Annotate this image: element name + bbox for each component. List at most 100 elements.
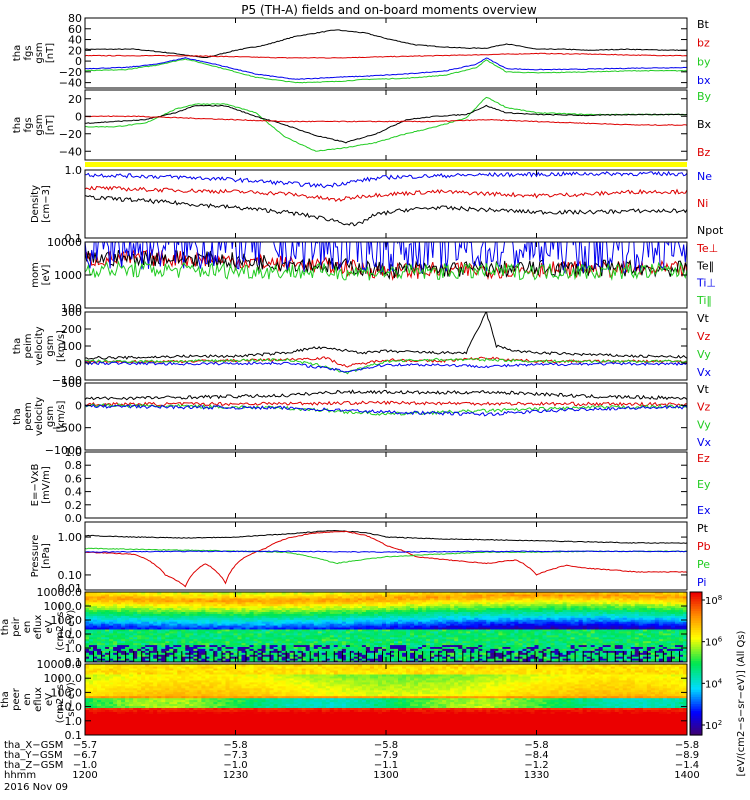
spectrogram-gap: [245, 651, 247, 662]
spectrogram-cell: [357, 640, 363, 644]
spectrogram-cell: [438, 621, 443, 624]
spectrogram-cell: [337, 595, 343, 599]
spectrogram-cell: [277, 611, 283, 614]
spectrogram-cell: [430, 605, 435, 609]
spectrogram-cell: [153, 636, 158, 640]
spectrogram-cell: [546, 652, 552, 655]
spectrogram-cell: [382, 621, 387, 624]
spectrogram-cell: [418, 636, 423, 640]
spectrogram-cell: [406, 597, 411, 601]
spectrogram-cell: [542, 652, 548, 655]
spectrogram-cell: [369, 636, 375, 640]
spectrogram-cell: [486, 623, 491, 626]
spectrogram-cell: [590, 603, 596, 607]
spectrogram-cell: [446, 615, 451, 618]
spectrogram-cell: [169, 650, 174, 653]
spectrogram-cell: [582, 630, 588, 634]
spectrogram-cell: [357, 615, 363, 618]
spectrogram-cell: [201, 627, 206, 630]
spectrogram-cell: [582, 609, 588, 612]
spectrogram-cell: [153, 628, 158, 632]
legend-label-Vx: Vx: [697, 366, 712, 379]
spectrogram-cell: [217, 605, 222, 609]
spectrogram-cell: [454, 611, 459, 614]
spectrogram-cell: [333, 621, 339, 624]
spectrogram-cell: [510, 609, 515, 612]
spectrogram-cell: [558, 634, 564, 638]
spectrogram-cell: [205, 619, 210, 622]
spectrogram-cell: [213, 623, 218, 626]
spectrogram-cell: [514, 605, 519, 609]
spectrogram-cell: [89, 625, 94, 628]
spectrogram-gap: [285, 651, 287, 662]
spectrogram-cell: [490, 627, 495, 630]
spectrogram-cell: [422, 636, 427, 640]
spectrogram-cell: [193, 603, 198, 607]
spectrogram-cell: [514, 611, 519, 614]
spectrogram-cell: [534, 632, 540, 636]
spectrogram-cell: [269, 652, 275, 655]
spectrogram-cell: [149, 623, 154, 626]
spectrogram-cell: [89, 611, 94, 614]
spectrogram-cell: [301, 652, 307, 655]
spectrogram-cell: [566, 630, 572, 634]
spectrogram-cell: [89, 658, 94, 661]
spectrogram-cell: [466, 592, 471, 595]
spectrogram-cell: [530, 656, 536, 659]
spectrogram-cell: [365, 630, 371, 634]
spectrogram-cell: [494, 599, 499, 603]
spectrogram-cell: [434, 615, 439, 618]
spectrogram-cell: [205, 640, 210, 644]
spectrogram-cell: [253, 603, 259, 607]
spectrogram-cell: [193, 611, 198, 614]
spectrogram-cell: [490, 625, 495, 628]
spectrogram-cell: [205, 656, 210, 659]
spectrogram-cell: [474, 658, 479, 661]
spectrogram-cell: [233, 607, 239, 611]
spectrogram-cell: [578, 648, 584, 651]
spectrogram-cell: [225, 650, 231, 653]
spectrogram-cell: [245, 654, 251, 657]
spectrogram-cell: [598, 658, 604, 661]
spectrogram-cell: [85, 617, 90, 620]
spectrogram-cell: [478, 648, 483, 651]
spectrogram-cell: [309, 603, 315, 607]
spectrogram-cell: [582, 627, 588, 630]
spectrogram-cell: [141, 627, 146, 630]
spectrogram-cell: [269, 611, 275, 614]
spectrogram-cell: [582, 619, 588, 622]
spectrogram-cell: [422, 627, 427, 630]
spectrogram-cell: [394, 644, 399, 647]
spectrogram-cell: [293, 650, 299, 653]
spectrogram-cell: [121, 634, 126, 638]
spectrogram-cell: [297, 623, 303, 626]
spectrogram-cell: [177, 599, 182, 603]
spectrogram-cell: [93, 605, 98, 609]
spectrogram-cell: [269, 595, 275, 599]
spectrogram-cell: [185, 615, 190, 618]
spectrogram-cell: [109, 656, 114, 659]
spectrogram-cell: [193, 623, 198, 626]
spectrogram-cell: [386, 607, 391, 611]
spectrogram-cell: [89, 642, 94, 646]
spectrogram-cell: [514, 595, 519, 599]
spectrogram-cell: [249, 625, 255, 628]
spectrogram-cell: [570, 617, 576, 620]
spectrogram-cell: [434, 627, 439, 630]
spectrogram-cell: [149, 593, 154, 597]
spectrogram-cell: [229, 625, 235, 628]
spectrogram-cell: [498, 613, 503, 616]
spectrogram-cell: [506, 605, 511, 609]
spectrogram-cell: [546, 656, 552, 659]
spectrogram-cell: [418, 640, 423, 644]
spectrogram-cell: [470, 607, 475, 611]
spectrogram-cell: [518, 634, 523, 638]
spectrogram-cell: [390, 617, 395, 620]
spectrogram-cell: [289, 621, 295, 624]
spectrogram-cell: [526, 625, 532, 628]
spectrogram-cell: [426, 595, 431, 599]
spectrogram-cell: [474, 613, 479, 616]
spectrogram-cell: [466, 621, 471, 624]
spectrogram-cell: [454, 599, 459, 603]
spectrogram-cell: [329, 607, 335, 611]
